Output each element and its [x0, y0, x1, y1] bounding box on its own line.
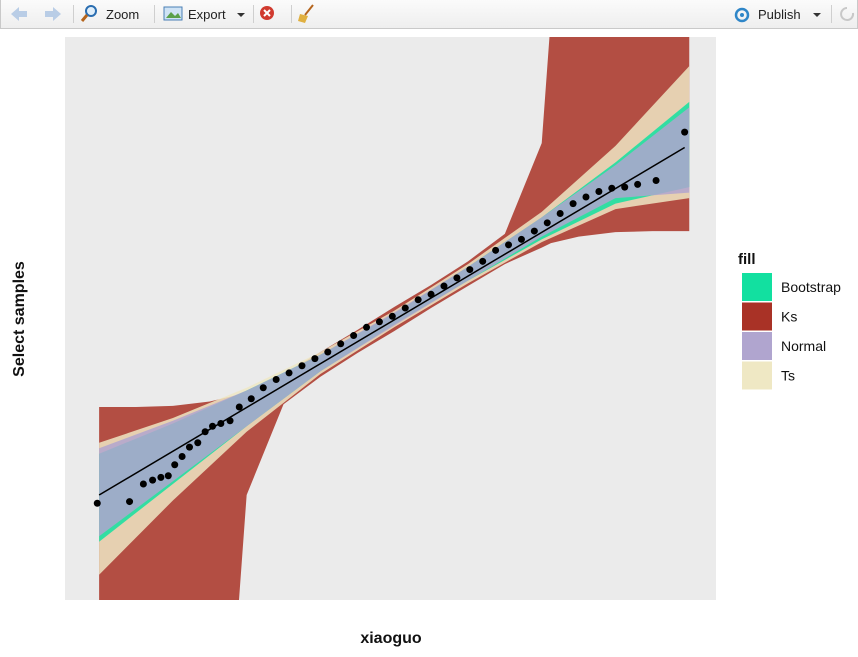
- legend-title: fill: [738, 251, 756, 268]
- sample-point: [337, 340, 345, 348]
- sample-point: [247, 395, 255, 403]
- legend-label: Normal: [781, 338, 826, 354]
- clear-all[interactable]: [298, 4, 314, 23]
- sample-point: [126, 498, 134, 506]
- legend-label: Bootstrap: [781, 279, 841, 295]
- forward-button[interactable]: [45, 7, 61, 21]
- refresh-button[interactable]: [840, 7, 855, 21]
- legend-key: [742, 302, 772, 331]
- sample-point: [427, 290, 435, 298]
- sample-point: [93, 499, 101, 507]
- sample-point: [505, 241, 513, 249]
- export-button[interactable]: Export: [188, 7, 226, 22]
- sample-point: [595, 187, 603, 195]
- sample-point: [259, 384, 267, 392]
- sample-point: [582, 193, 590, 201]
- sample-point: [621, 183, 629, 191]
- sample-point: [298, 362, 306, 370]
- sample-point: [608, 184, 616, 192]
- export-dropdown[interactable]: [237, 13, 245, 17]
- legend-key: [742, 332, 772, 360]
- sample-point: [530, 227, 538, 235]
- sample-point: [235, 403, 243, 411]
- sample-point: [226, 417, 234, 425]
- sample-point: [479, 257, 487, 265]
- publish-icon[interactable]: [734, 7, 750, 23]
- toolbar: Zoom Export Publish: [0, 0, 858, 29]
- separator: [73, 5, 74, 23]
- sample-point: [164, 472, 172, 480]
- legend: Bootstrap Ks Normal Ts: [742, 273, 841, 390]
- confidence-band: [99, 107, 690, 537]
- sample-point: [311, 355, 319, 363]
- legend-label: Ts: [781, 368, 795, 384]
- separator: [291, 5, 292, 23]
- sample-point: [492, 246, 500, 254]
- sample-point: [178, 453, 186, 461]
- zoom-button[interactable]: Zoom: [106, 7, 140, 22]
- sample-point: [209, 422, 217, 430]
- toolbar-icons: [11, 4, 855, 23]
- chart: xiaoguo Select samples fill Bootstrap Ks N…: [11, 37, 841, 647]
- sample-point: [375, 318, 383, 326]
- separator: [831, 5, 832, 23]
- sample-point: [543, 219, 551, 227]
- sample-point: [453, 274, 461, 282]
- legend-key: [742, 273, 772, 301]
- sample-point: [350, 332, 358, 340]
- sample-point: [285, 369, 293, 377]
- sample-point: [440, 282, 448, 290]
- sample-point: [652, 176, 660, 184]
- sample-point: [401, 304, 409, 312]
- export-icon[interactable]: [163, 6, 183, 21]
- sample-point: [194, 439, 202, 447]
- sample-point: [272, 376, 280, 384]
- sample-point: [157, 473, 165, 481]
- sample-point: [149, 476, 157, 484]
- reference-line: [98, 146, 686, 496]
- sample-point: [569, 200, 577, 208]
- remove-plot[interactable]: [260, 6, 274, 20]
- separator: [154, 5, 155, 23]
- sample-point: [634, 180, 642, 188]
- y-axis-label: Select samples: [11, 261, 28, 377]
- sample-point: [217, 420, 225, 428]
- sample-point: [324, 348, 332, 356]
- sample-point: [201, 428, 209, 436]
- x-axis-label: xiaoguo: [360, 630, 422, 647]
- sample-point: [466, 266, 474, 274]
- sample-point: [185, 443, 193, 451]
- sample-point: [139, 480, 147, 488]
- legend-key: [742, 361, 772, 390]
- sample-point: [388, 312, 396, 320]
- back-button[interactable]: [11, 7, 27, 21]
- sample-point: [517, 235, 525, 243]
- sample-point: [171, 461, 179, 469]
- sample-point: [363, 323, 371, 331]
- sample-point: [556, 209, 564, 217]
- separator: [253, 5, 254, 23]
- publish-button[interactable]: Publish: [758, 7, 801, 22]
- sample-point: [414, 296, 422, 304]
- publish-dropdown[interactable]: [813, 13, 821, 17]
- sample-point: [681, 128, 689, 136]
- legend-label: Ks: [781, 309, 797, 325]
- plot-marks: [93, 37, 690, 600]
- zoom-icon[interactable]: [80, 5, 97, 22]
